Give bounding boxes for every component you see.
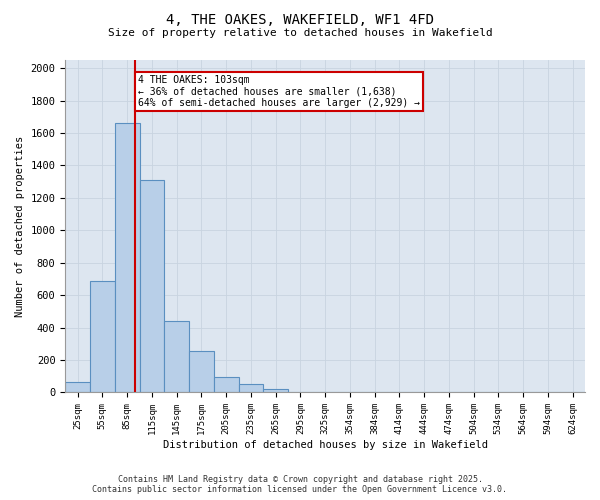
Bar [214,377,239,392]
X-axis label: Distribution of detached houses by size in Wakefield: Distribution of detached houses by size … [163,440,488,450]
Bar [90,280,115,392]
Bar [65,382,90,392]
Bar [115,124,140,392]
Bar [239,384,263,392]
Bar [189,351,214,393]
Bar [140,180,164,392]
Y-axis label: Number of detached properties: Number of detached properties [15,136,25,317]
Text: 4 THE OAKES: 103sqm
← 36% of detached houses are smaller (1,638)
64% of semi-det: 4 THE OAKES: 103sqm ← 36% of detached ho… [138,74,420,108]
Text: Size of property relative to detached houses in Wakefield: Size of property relative to detached ho… [107,28,493,38]
Text: 4, THE OAKES, WAKEFIELD, WF1 4FD: 4, THE OAKES, WAKEFIELD, WF1 4FD [166,12,434,26]
Text: Contains HM Land Registry data © Crown copyright and database right 2025.
Contai: Contains HM Land Registry data © Crown c… [92,474,508,494]
Bar [263,389,288,392]
Bar [164,321,189,392]
